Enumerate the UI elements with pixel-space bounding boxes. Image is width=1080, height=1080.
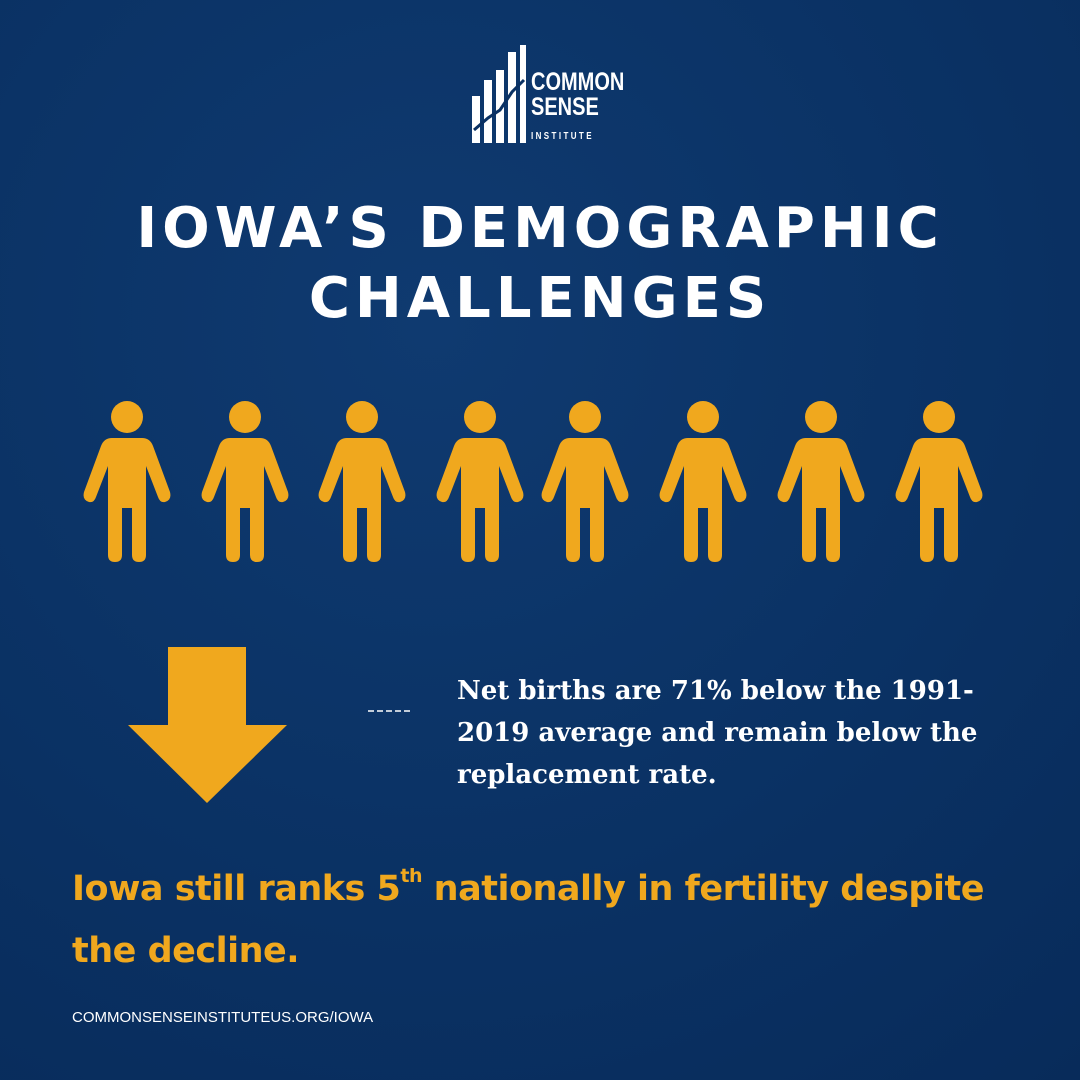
fact-text: Net births are 71% below the 1991-2019 a… [457, 676, 978, 790]
logo-text: COMMON [531, 68, 625, 96]
highlight-text: Iowa still ranks 5 [72, 869, 401, 909]
people-icons [83, 401, 983, 562]
down-arrow [128, 647, 287, 803]
title: CHALLENGES [308, 266, 772, 331]
title: IOWA’S DEMOGRAPHIC [136, 196, 944, 261]
logo-icon [472, 45, 526, 143]
footer-url: COMMONSENSEINSTITUTEUS.ORG/IOWA [72, 1009, 374, 1026]
superscript: th [400, 865, 422, 887]
highlight-text: nationally in fertility despite the decl… [72, 869, 984, 971]
logo-text: SENSE [531, 93, 599, 121]
logo-text: INSTITUTE [531, 131, 594, 142]
highlight: Iowa still ranks 5th nationally in ferti… [72, 858, 992, 982]
